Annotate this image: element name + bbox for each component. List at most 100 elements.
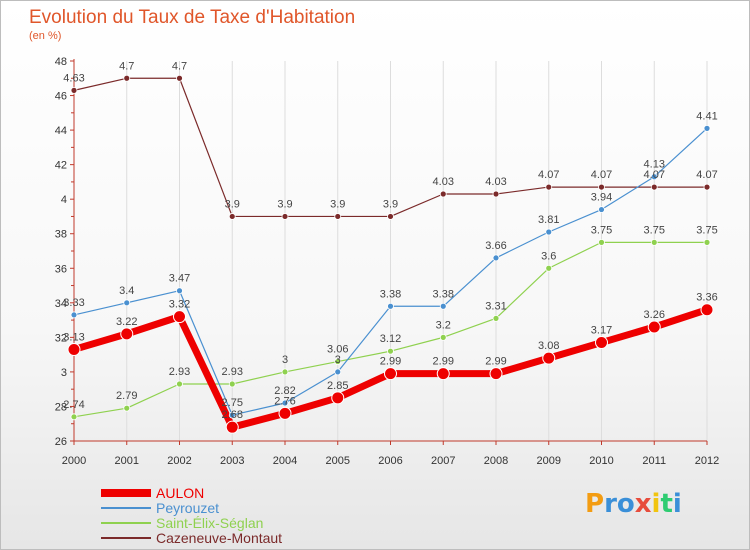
data-label: 4.13 bbox=[644, 159, 665, 171]
data-point bbox=[598, 183, 605, 191]
data-point bbox=[650, 238, 658, 246]
legend-label: Peyrouzet bbox=[156, 500, 220, 516]
data-label: 3.22 bbox=[116, 316, 137, 328]
data-point bbox=[492, 314, 500, 322]
legend-label: Saint-Élix-Séglan bbox=[156, 515, 264, 531]
axes: 26 28 3 32 34 36 38 4 42 44 46 48 2000 2001 2002 2003 20… bbox=[55, 56, 719, 467]
data-point bbox=[439, 190, 447, 198]
data-point bbox=[176, 287, 183, 295]
chart-title: Evolution du Taux de Taxe d'Habitation bbox=[29, 7, 356, 28]
logo-letter: r bbox=[604, 489, 617, 519]
data-point bbox=[123, 404, 131, 412]
data-label: 3.12 bbox=[380, 333, 401, 345]
data-label: 3.9 bbox=[277, 198, 292, 210]
data-point bbox=[650, 183, 658, 191]
data-label: 3 bbox=[282, 354, 288, 366]
data-point bbox=[439, 302, 447, 310]
logo-letter: o bbox=[616, 489, 635, 519]
data-point bbox=[387, 302, 394, 310]
data-label: 3.13 bbox=[63, 331, 84, 343]
data-label: 3.38 bbox=[380, 288, 401, 300]
data-point bbox=[384, 367, 397, 381]
data-point bbox=[595, 336, 608, 350]
y-tick-label: 26 bbox=[55, 436, 67, 448]
grid-lines bbox=[73, 61, 708, 441]
proxiti-logo: Proxiti bbox=[585, 489, 682, 519]
x-tick-label: 2000 bbox=[62, 455, 86, 467]
x-tick-label: 2001 bbox=[115, 455, 139, 467]
logo-letter: t bbox=[660, 489, 673, 519]
x-tick-label: 2002 bbox=[167, 455, 191, 467]
data-label: 4.7 bbox=[119, 60, 134, 72]
data-point bbox=[334, 213, 342, 220]
y-tick-label: 36 bbox=[55, 263, 67, 275]
x-tick-label: 2007 bbox=[431, 455, 455, 467]
y-tick-label: 42 bbox=[55, 160, 67, 172]
y-tick-label: 34 bbox=[55, 298, 67, 310]
data-label: 3.47 bbox=[169, 273, 190, 285]
logo-letter: i bbox=[672, 489, 682, 519]
x-tick-label: 2008 bbox=[484, 455, 508, 467]
data-point bbox=[387, 213, 394, 220]
data-point bbox=[281, 399, 289, 407]
data-label: 4.03 bbox=[433, 176, 454, 188]
x-tick-label: 2003 bbox=[220, 455, 244, 467]
x-tick-label: 2009 bbox=[537, 455, 561, 467]
data-point bbox=[120, 327, 134, 341]
data-label: 3.2 bbox=[436, 319, 451, 331]
data-label: 3.94 bbox=[591, 192, 612, 204]
y-tick-label: 4 bbox=[61, 194, 67, 206]
x-tick-label: 2005 bbox=[326, 455, 350, 467]
data-point bbox=[545, 228, 553, 236]
x-tick-label: 2012 bbox=[695, 455, 719, 467]
data-point bbox=[228, 380, 236, 388]
data-label: 2.93 bbox=[222, 366, 243, 378]
y-tick-label: 48 bbox=[55, 56, 67, 68]
y-tick-label: 44 bbox=[55, 125, 67, 137]
data-labels: 3.13 3.22 3.32 2.68 2.76 2.85 2.99 2.99 2.99 3.08… bbox=[63, 60, 717, 421]
logo-letter: x bbox=[634, 489, 652, 519]
data-label: 3.75 bbox=[591, 224, 612, 236]
data-points bbox=[67, 74, 714, 434]
data-label: 2.99 bbox=[485, 356, 506, 368]
logo-letter: P bbox=[585, 489, 605, 519]
data-label: 2.93 bbox=[169, 366, 190, 378]
data-label: 4.7 bbox=[172, 60, 187, 72]
data-label: 4.07 bbox=[591, 169, 612, 181]
data-point bbox=[225, 420, 239, 434]
data-label: 2.74 bbox=[63, 399, 84, 411]
data-point bbox=[545, 183, 553, 191]
data-point bbox=[123, 299, 131, 307]
data-point bbox=[334, 368, 342, 376]
data-point bbox=[436, 367, 450, 381]
data-label: 3.26 bbox=[644, 309, 665, 321]
data-label: 3.75 bbox=[696, 224, 717, 236]
data-label: 3.9 bbox=[383, 198, 398, 210]
legend-swatch bbox=[101, 537, 151, 539]
data-label: 2.79 bbox=[116, 390, 137, 402]
data-point bbox=[650, 173, 658, 181]
data-point bbox=[123, 74, 131, 82]
data-label: 3.31 bbox=[485, 300, 506, 312]
data-label: 3.9 bbox=[225, 198, 240, 210]
data-label: 4.07 bbox=[644, 169, 665, 181]
data-point bbox=[70, 86, 78, 94]
data-point bbox=[387, 347, 394, 355]
data-label: 4.63 bbox=[63, 72, 84, 84]
data-label: 3.66 bbox=[485, 240, 506, 252]
data-label: 3.17 bbox=[591, 325, 612, 337]
data-point bbox=[228, 411, 236, 419]
data-label: 4.03 bbox=[485, 176, 506, 188]
data-label: 3.38 bbox=[433, 288, 454, 300]
data-label: 3.08 bbox=[538, 340, 559, 352]
data-label: 2.99 bbox=[380, 356, 401, 368]
chart-unit-label: (en %) bbox=[29, 30, 62, 42]
data-label: 2.68 bbox=[222, 409, 243, 421]
data-point bbox=[281, 368, 289, 376]
data-point bbox=[334, 358, 342, 365]
legend-label: Cazeneuve-Montaut bbox=[156, 530, 283, 546]
y-tick-label: 3 bbox=[61, 367, 67, 379]
y-tick-label: 46 bbox=[55, 91, 67, 103]
